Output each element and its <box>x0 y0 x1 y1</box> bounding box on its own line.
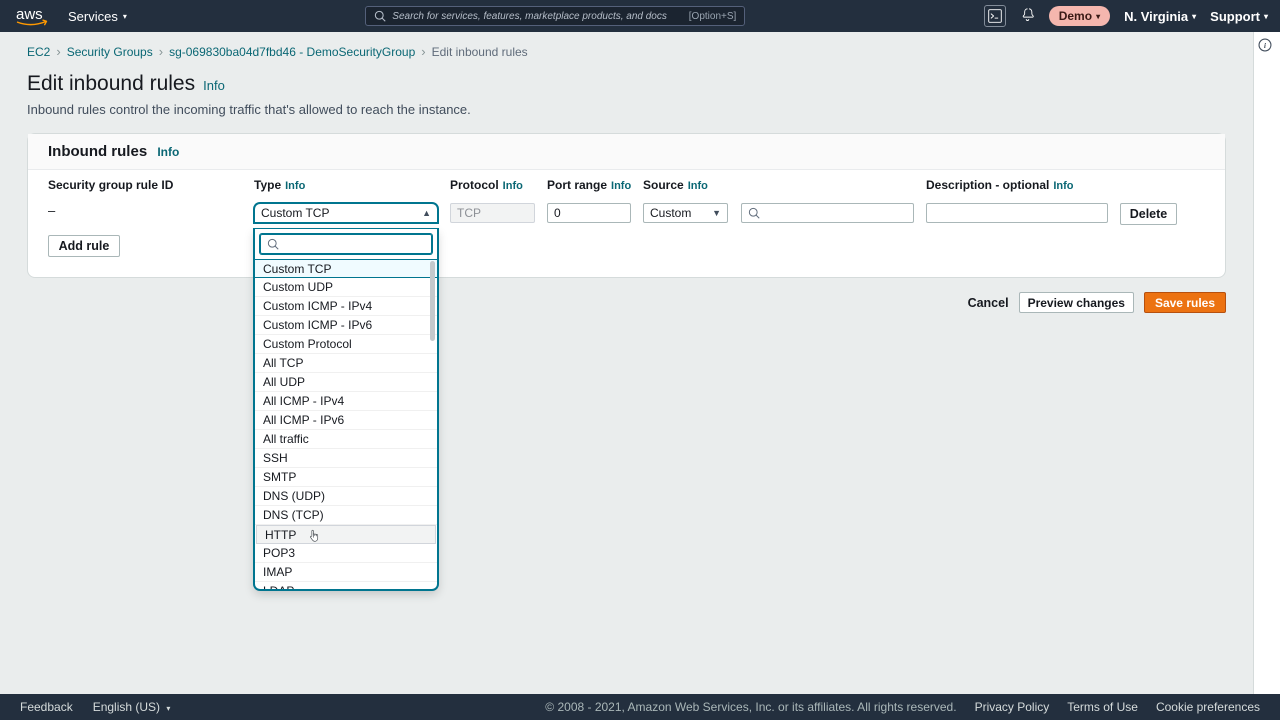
svg-text:i: i <box>1264 41 1267 50</box>
svg-text:aws: aws <box>16 6 43 23</box>
